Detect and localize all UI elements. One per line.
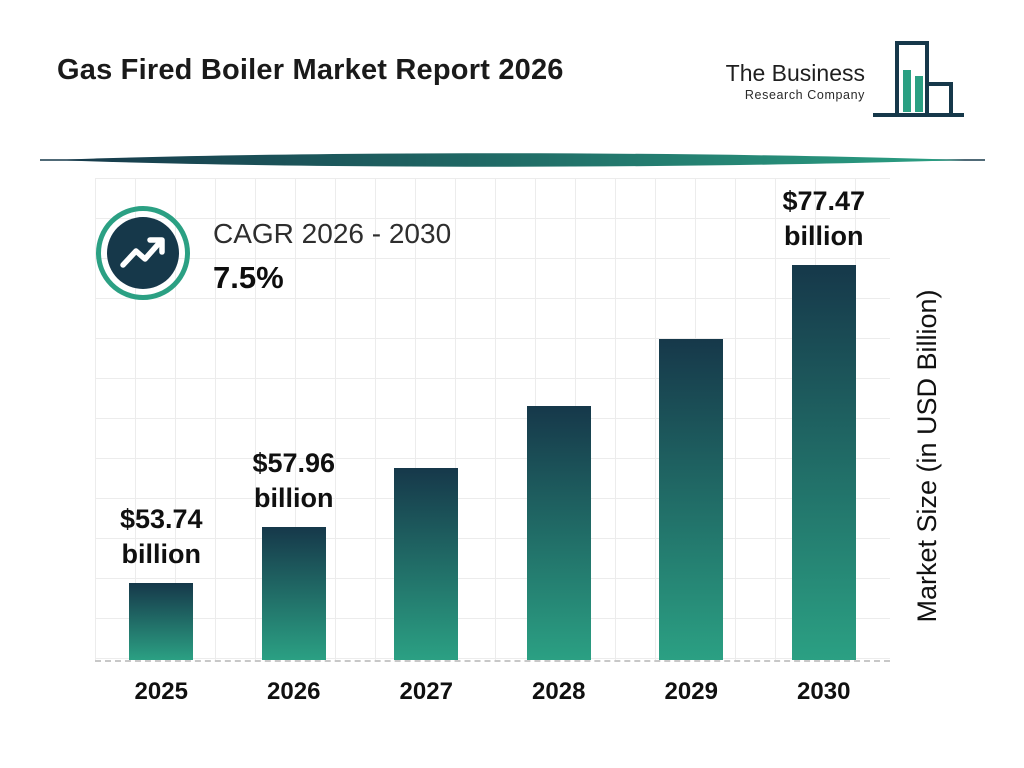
x-axis-labels: 2025 2026 2027 2028 2029 2030	[95, 678, 890, 706]
x-axis-label-2029: 2029	[664, 678, 718, 705]
x-axis-label-2026: 2026	[267, 678, 321, 705]
logo-name: The Business	[725, 60, 865, 86]
page-title: Gas Fired Boiler Market Report 2026	[57, 54, 564, 86]
cagr-value: 7.5%	[213, 260, 284, 295]
bar-label-unit: billion	[784, 221, 864, 252]
x-axis-label-2028: 2028	[532, 678, 586, 705]
logo-text: The Business Research Company	[726, 60, 865, 102]
x-axis-label-2030: 2030	[797, 678, 851, 705]
bar-group-2030: $77.47 billion	[758, 178, 891, 660]
bar-label-amount: $77.47	[782, 185, 866, 216]
x-axis-label-2027: 2027	[399, 678, 453, 705]
bars-row: $53.74 billion $57.96 billion $77.47 billion	[95, 178, 890, 660]
bar-2026	[261, 527, 326, 660]
bar-group-2026: $57.96 billion	[228, 178, 361, 660]
bar-label-unit: billion	[121, 539, 201, 570]
company-logo: The Business Research Company	[726, 40, 966, 122]
bar-2028	[526, 406, 591, 660]
bar-group-2028	[493, 178, 626, 660]
logo-subname: Research Company	[744, 88, 865, 102]
cagr-badge: CAGR 2026 - 2030 7.5%	[95, 205, 451, 301]
x-axis-label-2025: 2025	[134, 678, 188, 705]
bar-2025	[129, 583, 194, 660]
cagr-label: CAGR 2026 - 2030	[213, 218, 452, 249]
bar-value-label-2026: $57.96 billion	[179, 446, 409, 517]
bar-group-2029	[625, 178, 758, 660]
trending-up-icon	[96, 206, 190, 300]
cagr-text: CAGR 2026 - 2030 7.5%	[213, 205, 451, 296]
bar-group-2027	[360, 178, 493, 660]
divider-lens	[40, 153, 985, 167]
bar-2029	[659, 339, 724, 660]
bar-chart: $53.74 billion $57.96 billion $77.47 billion	[95, 178, 890, 662]
bar-label-amount: $53.74	[119, 503, 203, 534]
bar-label-amount: $57.96	[252, 447, 336, 478]
bar-label-unit: billion	[254, 483, 334, 514]
bar-chart-logo-icon	[873, 41, 964, 117]
bar-value-label-2030: $77.47 billion	[709, 184, 939, 255]
bar-2030	[791, 265, 856, 660]
y-axis-label: Market Size (in USD Billion)	[912, 289, 942, 623]
bar-2027	[394, 468, 459, 660]
bar-group-2025: $53.74 billion	[95, 178, 228, 660]
bar-value-label-2025: $53.74 billion	[46, 502, 276, 573]
